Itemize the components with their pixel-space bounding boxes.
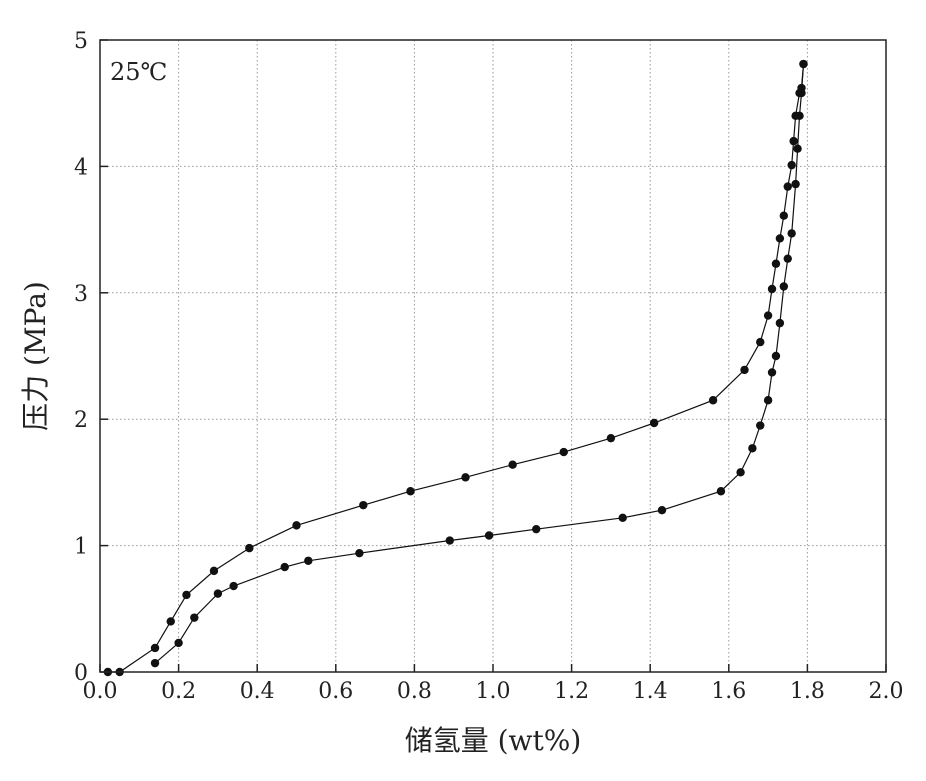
- data-point: [245, 544, 253, 552]
- x-tick-label: 0.6: [318, 679, 353, 704]
- data-point: [607, 434, 615, 442]
- temperature-annotation: 25℃: [110, 58, 167, 86]
- data-point: [780, 282, 788, 290]
- data-point: [658, 506, 666, 514]
- data-point: [650, 419, 658, 427]
- y-tick-label: 5: [74, 29, 88, 54]
- data-point: [190, 613, 198, 621]
- data-point: [768, 368, 776, 376]
- data-point: [304, 557, 312, 565]
- data-point: [764, 396, 772, 404]
- x-tick-label: 1.6: [711, 679, 746, 704]
- x-tick-label: 1.4: [633, 679, 668, 704]
- data-point: [406, 487, 414, 495]
- y-axis-title: 压力 (MPa): [19, 281, 52, 431]
- x-tick-label: 0.8: [397, 679, 432, 704]
- x-tick-label: 1.8: [790, 679, 825, 704]
- x-axis-title: 储氢量 (wt%): [405, 724, 582, 757]
- data-point: [791, 180, 799, 188]
- series-line-1: [108, 64, 804, 672]
- data-point: [789, 137, 797, 145]
- data-point: [214, 589, 222, 597]
- x-tick-label: 1.2: [554, 679, 589, 704]
- data-point: [780, 211, 788, 219]
- data-point: [292, 521, 300, 529]
- data-point: [618, 514, 626, 522]
- grid: [100, 40, 886, 672]
- x-tick-label: 1.0: [476, 679, 511, 704]
- data-point: [174, 639, 182, 647]
- data-point: [461, 473, 469, 481]
- series-line-2: [155, 64, 804, 663]
- x-tick-label: 0.2: [161, 679, 196, 704]
- data-point: [446, 536, 454, 544]
- data-point: [532, 525, 540, 533]
- data-point: [182, 591, 190, 599]
- data-point: [797, 89, 805, 97]
- data-point: [772, 352, 780, 360]
- data-point: [787, 229, 795, 237]
- y-tick-label: 2: [74, 408, 88, 433]
- data-point: [355, 549, 363, 557]
- data-point: [784, 182, 792, 190]
- y-tick-label: 4: [74, 155, 88, 180]
- data-point: [756, 338, 764, 346]
- series-layer: [104, 60, 808, 676]
- x-tick-label: 2.0: [869, 679, 904, 704]
- data-point: [768, 285, 776, 293]
- data-point: [793, 145, 801, 153]
- data-point: [560, 448, 568, 456]
- data-point: [764, 311, 772, 319]
- data-point: [740, 366, 748, 374]
- data-point: [151, 644, 159, 652]
- data-point: [229, 582, 237, 590]
- data-point: [736, 468, 744, 476]
- data-point: [772, 260, 780, 268]
- ticks: 0.00.20.40.60.81.01.21.41.61.82.0012345: [74, 29, 904, 704]
- data-point: [508, 461, 516, 469]
- data-point: [359, 501, 367, 509]
- y-tick-label: 3: [74, 282, 88, 307]
- data-point: [756, 421, 764, 429]
- data-point: [776, 319, 784, 327]
- data-point: [167, 617, 175, 625]
- data-point: [151, 659, 159, 667]
- data-point: [784, 254, 792, 262]
- x-tick-label: 0.4: [240, 679, 275, 704]
- data-point: [210, 567, 218, 575]
- data-point: [717, 487, 725, 495]
- data-point: [748, 444, 756, 452]
- data-point: [795, 112, 803, 120]
- data-point: [787, 161, 795, 169]
- data-point: [485, 531, 493, 539]
- data-point: [799, 60, 807, 68]
- data-point: [776, 234, 784, 242]
- y-tick-label: 1: [74, 535, 88, 560]
- y-tick-label: 0: [74, 661, 88, 686]
- data-point: [709, 396, 717, 404]
- data-point: [281, 563, 289, 571]
